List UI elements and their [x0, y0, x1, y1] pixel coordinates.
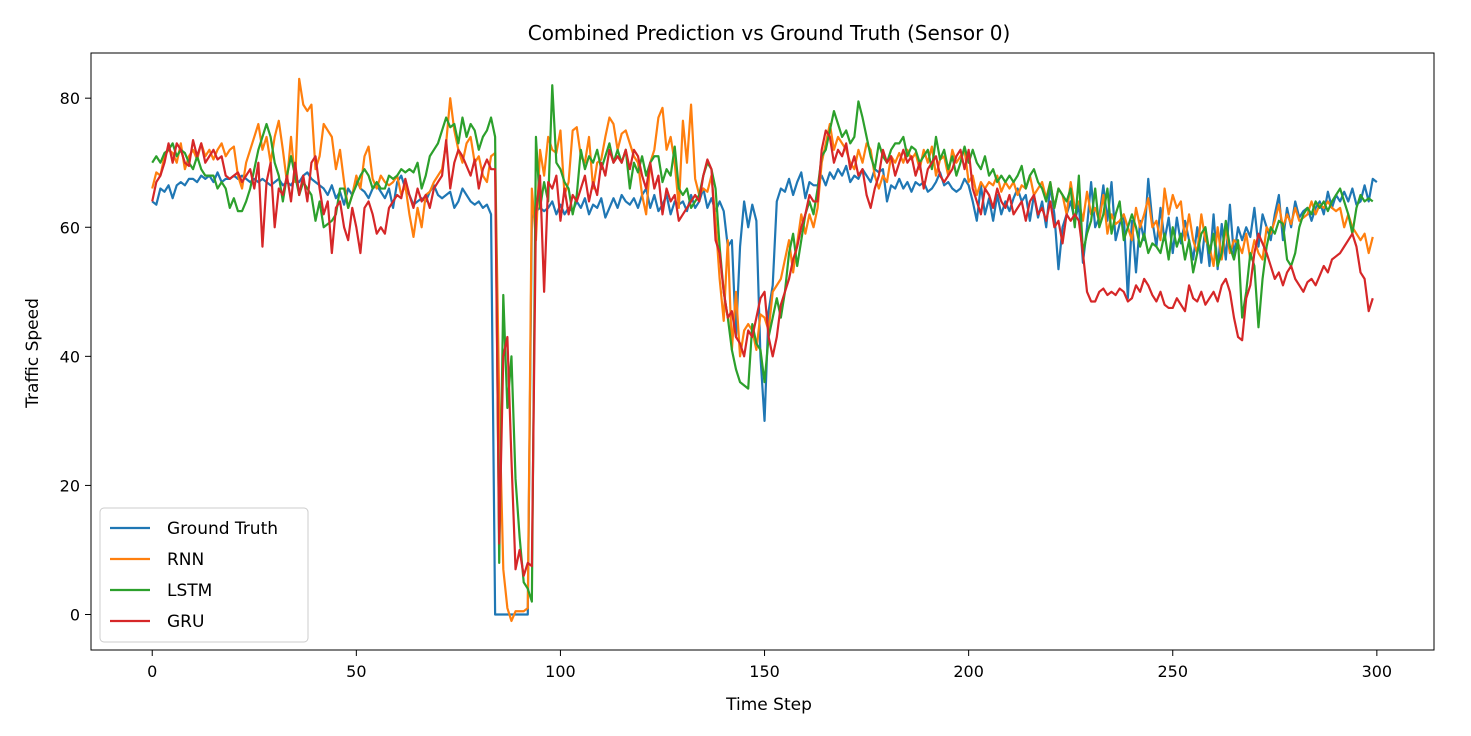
plot-area: 0 50 100 150 200 250 300 0 20 40 60 80 — [60, 52, 1435, 681]
x-tick-label: 200 — [953, 662, 984, 681]
series-layer — [151, 77, 1378, 623]
x-tick-label: 300 — [1362, 662, 1393, 681]
series-line-rnn — [151, 77, 1374, 623]
legend-label: RNN — [167, 550, 204, 570]
x-tick-label: 150 — [749, 662, 780, 681]
series-line-gru — [151, 129, 1374, 577]
legend-box — [99, 507, 309, 643]
legend: Ground Truth RNN LSTM GRU — [99, 507, 309, 643]
y-axis: 0 20 40 60 80 — [60, 89, 91, 625]
y-tick-label: 20 — [60, 476, 80, 495]
x-tick-label: 100 — [545, 662, 576, 681]
series-line-lstm — [151, 84, 1374, 603]
y-tick-label: 80 — [60, 89, 80, 108]
plot-frame — [90, 52, 1435, 651]
y-axis-label: Traffic Speed — [23, 298, 43, 409]
x-tick-label: 250 — [1157, 662, 1188, 681]
x-tick-label: 50 — [346, 662, 366, 681]
legend-label: Ground Truth — [167, 519, 278, 539]
x-axis-label: Time Step — [725, 695, 812, 715]
y-tick-label: 60 — [60, 218, 80, 237]
y-tick-label: 0 — [70, 606, 80, 625]
legend-label: GRU — [167, 612, 204, 632]
y-tick-label: 40 — [60, 347, 80, 366]
chart-title: Combined Prediction vs Ground Truth (Sen… — [528, 21, 1011, 45]
x-axis: 0 50 100 150 200 250 300 — [147, 650, 1392, 681]
x-tick-label: 0 — [147, 662, 157, 681]
legend-label: LSTM — [167, 581, 212, 601]
